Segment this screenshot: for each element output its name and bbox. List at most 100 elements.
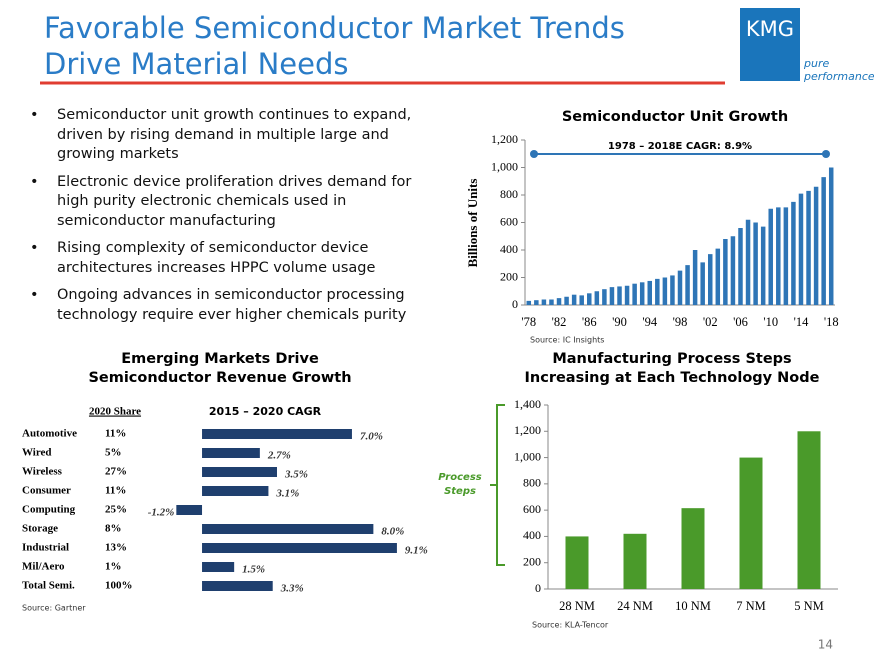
source: Source: KLA-Tencor bbox=[532, 621, 609, 630]
y-tick-label: 1,000 bbox=[514, 449, 541, 463]
bullet: Ongoing advances in semiconductor proces… bbox=[30, 286, 435, 325]
category-label: Automotive bbox=[22, 428, 77, 440]
y-axis-label: Billions of Units bbox=[465, 179, 480, 268]
y-tick-label: 1,200 bbox=[491, 132, 518, 146]
bar bbox=[739, 457, 763, 589]
category-label: Industrial bbox=[22, 542, 69, 554]
bar bbox=[202, 581, 273, 591]
value-label: -1.2% bbox=[148, 507, 175, 519]
category-label: Wired bbox=[22, 447, 52, 459]
bar bbox=[564, 296, 569, 305]
bar bbox=[745, 219, 751, 305]
bar bbox=[730, 236, 736, 305]
bar bbox=[526, 300, 532, 305]
slide-title: Drive Material Needs bbox=[44, 47, 348, 81]
x-tick-label: 24 NM bbox=[617, 599, 653, 613]
share-label: 1% bbox=[105, 561, 122, 573]
category-label: Mil/Aero bbox=[22, 561, 65, 573]
value-label: 1.5% bbox=[242, 564, 265, 576]
source: Source: IC Insights bbox=[530, 336, 604, 345]
bar bbox=[632, 283, 637, 305]
bar bbox=[707, 254, 713, 305]
bar bbox=[768, 208, 773, 305]
x-tick-label: '98 bbox=[673, 315, 688, 329]
bar bbox=[587, 293, 592, 305]
bar bbox=[202, 486, 269, 496]
share-label: 5% bbox=[105, 447, 122, 459]
value-label: 9.1% bbox=[405, 545, 428, 557]
bar bbox=[176, 505, 203, 515]
chart-title: Emerging Markets Drive bbox=[121, 351, 319, 367]
bar bbox=[662, 277, 668, 305]
x-tick-label: '82 bbox=[552, 315, 567, 329]
bar bbox=[798, 193, 804, 305]
bar bbox=[647, 280, 653, 305]
category-label: Computing bbox=[22, 504, 76, 516]
bar bbox=[776, 207, 781, 305]
x-tick-label: '90 bbox=[612, 315, 627, 329]
y-tick-label: 1,400 bbox=[514, 397, 541, 411]
bar bbox=[624, 285, 630, 305]
bar bbox=[828, 167, 834, 305]
x-tick-label: 7 NM bbox=[736, 599, 766, 613]
bar bbox=[806, 190, 811, 305]
annotation-text: Process Steps bbox=[438, 472, 481, 497]
bar bbox=[202, 543, 397, 553]
y-tick-label: 200 bbox=[523, 554, 541, 568]
bar bbox=[556, 298, 562, 305]
bar bbox=[549, 299, 554, 305]
x-tick-label: '14 bbox=[794, 315, 810, 329]
bar bbox=[677, 270, 683, 305]
bar bbox=[670, 275, 675, 305]
bar bbox=[534, 300, 539, 305]
logo-box bbox=[740, 8, 800, 81]
category-label: Consumer bbox=[22, 485, 71, 497]
bar bbox=[202, 467, 277, 477]
y-tick-label: 1,200 bbox=[514, 423, 541, 437]
logo-tagline: pure bbox=[803, 57, 829, 70]
share-label: 11% bbox=[105, 485, 126, 497]
bar bbox=[700, 262, 705, 305]
bar bbox=[760, 226, 766, 305]
x-tick-label: '02 bbox=[703, 315, 718, 329]
share-label: 27% bbox=[105, 466, 127, 478]
x-tick-label: 10 NM bbox=[675, 599, 711, 613]
chart-title: Manufacturing Process Steps bbox=[552, 351, 791, 367]
logo-tagline: performance bbox=[803, 70, 874, 83]
cagr-dot bbox=[530, 150, 538, 158]
bullet: Rising complexity of semiconductor devic… bbox=[30, 239, 435, 278]
bar bbox=[715, 248, 721, 305]
x-tick-label: 5 NM bbox=[794, 599, 824, 613]
bar bbox=[738, 228, 743, 305]
bullet: Electronic device proliferation drives d… bbox=[30, 173, 435, 232]
bar bbox=[783, 207, 789, 305]
value-label: 8.0% bbox=[381, 526, 404, 538]
y-tick-label: 600 bbox=[523, 502, 541, 516]
chart-title: Semiconductor Revenue Growth bbox=[88, 370, 351, 386]
bar bbox=[609, 287, 615, 305]
bar bbox=[791, 201, 796, 305]
x-tick-label: '10 bbox=[763, 315, 778, 329]
y-tick-label: 600 bbox=[500, 214, 518, 228]
bar bbox=[685, 265, 690, 305]
bar bbox=[571, 294, 577, 305]
chart-title: Semiconductor Unit Growth bbox=[562, 109, 788, 125]
y-tick-label: 800 bbox=[523, 476, 541, 490]
bar bbox=[202, 562, 235, 572]
cagr-dot bbox=[822, 150, 830, 158]
bar bbox=[541, 299, 547, 305]
bar bbox=[617, 286, 622, 305]
value-label: 3.3% bbox=[280, 583, 304, 595]
x-tick-label: '86 bbox=[582, 315, 597, 329]
y-tick-label: 400 bbox=[523, 528, 541, 542]
chart-title: Increasing at Each Technology Node bbox=[525, 370, 820, 386]
y-tick-label: 200 bbox=[500, 269, 518, 283]
value-label: 2.7% bbox=[267, 450, 291, 462]
x-tick-label: 28 NM bbox=[559, 599, 595, 613]
bar bbox=[692, 250, 698, 305]
share-label: 25% bbox=[105, 504, 127, 516]
source: Source: Gartner bbox=[22, 604, 86, 613]
bar bbox=[655, 278, 660, 305]
value-label: 7.0% bbox=[360, 431, 383, 443]
